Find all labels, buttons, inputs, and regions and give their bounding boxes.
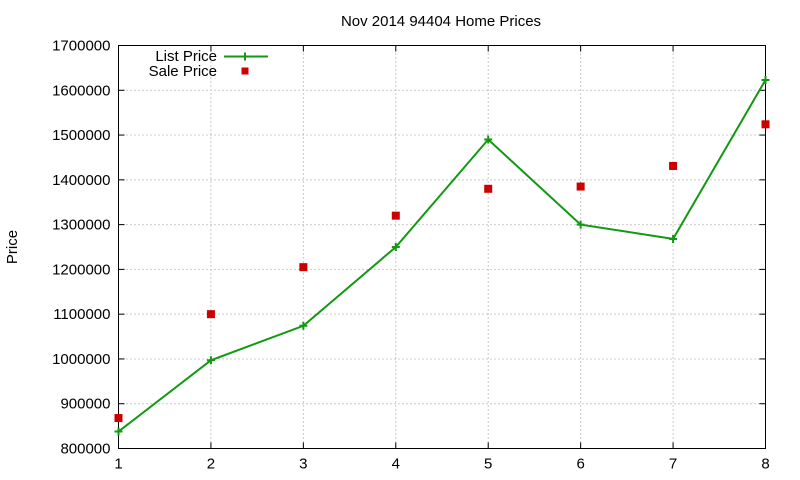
series-layer <box>114 75 770 436</box>
point-sale-price <box>484 184 493 193</box>
legend: List Price Sale Price <box>149 48 268 80</box>
point-sale-price <box>761 120 770 129</box>
point-list-price <box>299 321 308 330</box>
y-tick-label: 1700000 <box>52 38 110 55</box>
point-sale-price <box>391 211 400 220</box>
x-axis-ticks: 1 2 3 4 5 6 7 8 <box>114 45 770 473</box>
legend-label-list-price: List Price <box>155 48 217 65</box>
x-tick-label: 4 <box>392 456 400 473</box>
y-tick-label: 1300000 <box>52 217 110 234</box>
grid-lines <box>118 45 766 449</box>
y-tick-label: 800000 <box>60 441 110 458</box>
point-list-price <box>114 427 123 436</box>
point-list-price <box>576 220 585 229</box>
y-axis-ticks: 800000 900000 1000000 1100000 1200000 1300000… <box>52 38 766 458</box>
x-tick-label: 5 <box>484 456 492 473</box>
point-sale-price <box>206 310 215 319</box>
legend-label-sale-price: Sale Price <box>149 63 217 80</box>
y-tick-label: 1200000 <box>52 261 110 278</box>
point-list-price <box>391 243 400 251</box>
y-tick-label: 1600000 <box>52 82 110 99</box>
point-sale-price <box>114 414 123 423</box>
y-tick-label: 1000000 <box>52 351 110 368</box>
y-tick-label: 1100000 <box>53 306 110 323</box>
x-tick-label: 1 <box>114 456 122 473</box>
plot-frame <box>118 45 766 449</box>
legend-marker-sale-price <box>241 67 249 75</box>
x-tick-label: 6 <box>576 456 584 473</box>
legend-marker-list-price <box>241 52 249 61</box>
point-list-price <box>669 234 678 243</box>
chart-title: Nov 2014 94404 Home Prices <box>341 13 541 30</box>
x-tick-label: 7 <box>669 456 677 473</box>
point-sale-price <box>576 182 585 191</box>
point-list-price <box>206 356 215 365</box>
x-tick-label: 8 <box>761 456 769 473</box>
y-axis-label: Price <box>4 230 21 264</box>
point-sale-price <box>669 161 678 170</box>
point-sale-price <box>299 263 308 272</box>
x-tick-label: 3 <box>299 456 307 473</box>
point-list-price <box>484 135 493 144</box>
x-tick-label: 2 <box>207 456 215 473</box>
y-tick-label: 1500000 <box>52 127 110 144</box>
y-tick-label: 900000 <box>60 396 110 413</box>
point-list-price <box>761 75 770 84</box>
y-tick-label: 1400000 <box>52 172 110 189</box>
series-line-list-price <box>117 79 767 433</box>
